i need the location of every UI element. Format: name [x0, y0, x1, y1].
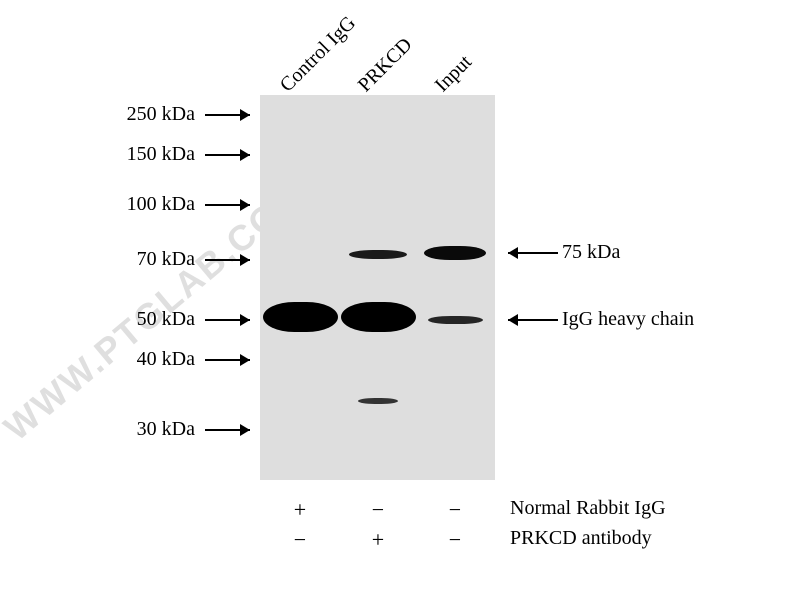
band: [358, 398, 398, 404]
condition-symbol: +: [285, 497, 315, 523]
right-annotation-label: IgG heavy chain: [562, 308, 694, 331]
mw-marker-arrow: [203, 250, 262, 270]
blot-membrane: [260, 95, 495, 480]
mw-marker-label: 250 kDa: [127, 103, 195, 126]
condition-label: PRKCD antibody: [510, 527, 652, 550]
condition-symbol: −: [363, 497, 393, 523]
condition-symbol: −: [285, 527, 315, 553]
mw-marker-label: 70 kDa: [137, 248, 195, 271]
band: [341, 302, 416, 332]
mw-marker-arrow: [203, 105, 262, 125]
mw-marker-label: 100 kDa: [127, 193, 195, 216]
lane-header: Control IgG: [276, 12, 361, 97]
condition-label: Normal Rabbit IgG: [510, 497, 666, 520]
lane-header: PRKCD: [354, 34, 417, 97]
condition-symbol: −: [440, 527, 470, 553]
mw-marker-arrow: [203, 420, 262, 440]
mw-marker-label: 50 kDa: [137, 308, 195, 331]
mw-marker-arrow: [203, 310, 262, 330]
condition-symbol: −: [440, 497, 470, 523]
band: [349, 250, 407, 259]
mw-marker-label: 30 kDa: [137, 418, 195, 441]
band: [424, 246, 486, 260]
band: [263, 302, 338, 332]
band: [428, 316, 483, 324]
right-annotation-label: 75 kDa: [562, 241, 620, 264]
right-annotation-arrow: [506, 243, 570, 263]
condition-symbol: +: [363, 527, 393, 553]
mw-marker-arrow: [203, 350, 262, 370]
mw-marker-label: 40 kDa: [137, 348, 195, 371]
mw-marker-arrow: [203, 145, 262, 165]
figure-container: WWW.PTGLAB.COM 250 kDa150 kDa100 kDa70 k…: [0, 0, 800, 600]
mw-marker-arrow: [203, 195, 262, 215]
lane-header: Input: [431, 51, 477, 97]
mw-marker-label: 150 kDa: [127, 143, 195, 166]
right-annotation-arrow: [506, 310, 570, 330]
